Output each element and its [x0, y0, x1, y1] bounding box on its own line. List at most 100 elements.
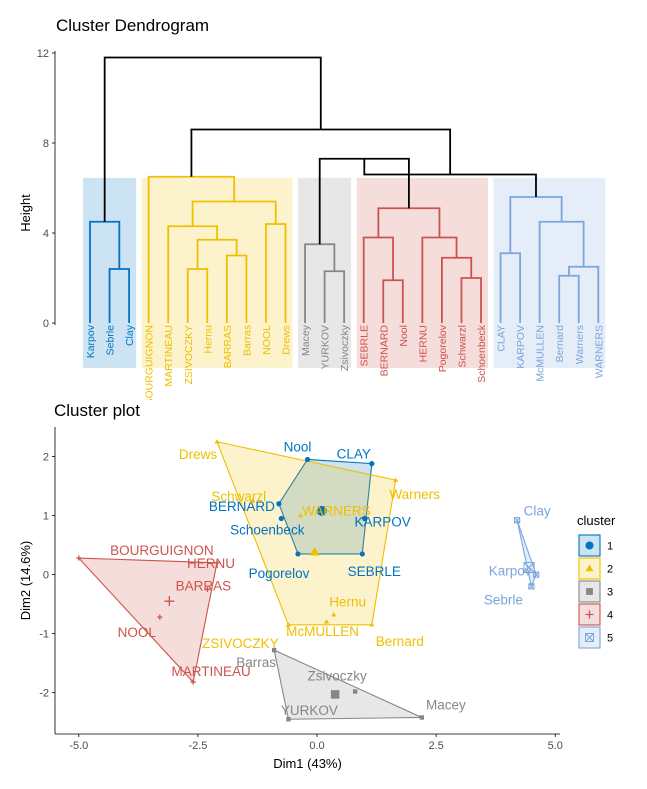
dendrogram-leaf-label-warners: WARNERS — [593, 325, 605, 378]
cluster-1-label-pogorelov: Pogorelov — [249, 566, 310, 581]
scatter-x-tick-label: -5.0 — [69, 740, 88, 752]
cluster-3-label-yurkov: YURKOV — [281, 703, 338, 718]
cluster-3-point-zsivoczky — [352, 689, 358, 694]
dendrogram-y-tick-label: 12 — [37, 48, 49, 60]
dendrogram-leaf-label-hernu: Hernu — [202, 325, 214, 354]
cluster-3-label-barras: Barras — [236, 655, 276, 670]
cluster-2-point-zsivoczky — [285, 622, 292, 627]
cluster-3-point-barras — [271, 647, 277, 653]
cluster-1-point-karpov — [362, 515, 368, 522]
cluster-3-centroid — [330, 690, 340, 699]
cluster-1-label-clay: CLAY — [337, 447, 371, 462]
dendrogram-leaf-label-mcmullen: McMULLEN — [535, 325, 547, 382]
cluster-2-label-bernard: Bernard — [376, 634, 424, 649]
legend-marker-2 — [585, 564, 594, 572]
cluster-1-point-clay — [369, 461, 375, 467]
dendrogram-y-tick-label: 8 — [43, 138, 49, 150]
dendrogram-leaf-label-clay: CLAY — [496, 325, 508, 352]
dendrogram-leaf-label-pogorelov: Pogorelov — [437, 324, 449, 372]
dendrogram-leaf-label-bernard: Bernard — [554, 325, 566, 363]
dendrogram-leaf-label-zsivoczky: Zsivoczky — [339, 324, 351, 371]
cluster-5-label-sebrle: Sebrle — [484, 592, 523, 607]
scatter-y-tick-label: 0 — [43, 570, 49, 582]
legend-marker-3 — [586, 588, 593, 595]
dendrogram-leaf-label-schoenbeck: Schoenbeck — [476, 324, 488, 383]
dendrogram-y-axis-label: Height — [18, 194, 33, 232]
scatter-y-tick-label: 1 — [43, 511, 49, 523]
cluster-5-label-karpov: Karpov — [489, 564, 532, 579]
dendrogram-branch-r3 — [190, 128, 452, 177]
dendrogram-leaf-label-karpov: KARPOV — [515, 325, 527, 369]
cluster-4-point-nool — [157, 614, 163, 620]
legend-marker-5 — [585, 633, 594, 642]
dendrogram-leaf-label-bernard: BERNARD — [378, 325, 390, 377]
cluster-2-point-warners — [297, 512, 303, 518]
dendrogram-leaf-label-zsivoczky: ZSIVOCZKY — [183, 325, 195, 385]
dendrogram-leaf-label-barras: Barras — [241, 325, 253, 356]
scatter-y-tick-label: -1 — [39, 629, 49, 641]
cluster-2-label-hernu: Hernu — [329, 595, 366, 610]
cluster-1-point-sebrle — [359, 551, 365, 557]
cluster-2-point-bernard — [369, 622, 375, 627]
cluster-5-point-clay — [514, 517, 521, 524]
dendrogram-y-tick-label: 4 — [43, 228, 49, 240]
cluster-1-label-nool: Nool — [284, 439, 312, 454]
dendrogram-branch-root — [103, 56, 322, 222]
dendrogram-leaf-label-drews: Drews — [281, 325, 293, 355]
cluster-3-point-yurkov — [286, 717, 291, 722]
dendrogram-cluster-2-rect — [141, 177, 293, 368]
cluster-1-label-sebrle: SEBRLE — [348, 564, 401, 579]
dendrogram-chart: 0 4 8 12 Height Karpov Sebrle Clay BOURGUIGNON MA… — [18, 48, 606, 400]
scatter-x-tick-label: -2.5 — [188, 740, 207, 752]
cluster-4-label-barras: BARRAS — [176, 578, 232, 593]
cluster-1-point-nool — [304, 456, 311, 463]
cluster-2-point-hernu — [331, 612, 337, 617]
scatter-y-axis-label: Dim2 (14.6%) — [18, 541, 33, 620]
cluster-4-point-bourguignon — [76, 555, 82, 561]
dendrogram-leaf-label-nool: Nool — [398, 325, 410, 347]
scatter-y-tick-label: 2 — [43, 452, 49, 464]
cluster-2-label-mcmullen: McMULLEN — [286, 624, 359, 639]
scatter-x-tick-label: 2.5 — [428, 740, 443, 752]
cluster-4-label-bourguignon: BOURGUIGNON — [110, 543, 214, 558]
dendrogram-y-tick-label: 0 — [43, 318, 49, 330]
scatter-x-tick-label: 0.0 — [309, 740, 324, 752]
cluster-1-hull — [278, 458, 373, 555]
cluster-1-point-schoenbeck — [278, 515, 284, 522]
dendrogram-leaf-label-clay: Clay — [124, 324, 136, 346]
legend-label-2: 2 — [607, 564, 613, 576]
cluster-5-centroid — [523, 562, 535, 574]
scatter-x-tick-label: 5.0 — [548, 740, 563, 752]
cluster-4-label-hernu: HERNU — [187, 556, 235, 571]
dendrogram-leaf-label-sebrle: SEBRLE — [359, 325, 371, 366]
legend-label-1: 1 — [607, 541, 613, 553]
cluster-plot-title: Cluster plot — [54, 401, 140, 420]
dendrogram-leaf-label-karpov: Karpov — [85, 324, 97, 358]
cluster-1-label-schoenbeck: Schoenbeck — [230, 523, 305, 538]
dendrogram-leaf-label-sebrle: Sebrle — [105, 325, 117, 356]
scatter-x-axis-label: Dim1 (43%) — [273, 756, 342, 771]
dendrogram-title: Cluster Dendrogram — [56, 16, 210, 35]
cluster-5-label-clay: Clay — [524, 503, 551, 518]
dendrogram-leaf-label-schwarzl: Schwarzl — [456, 325, 468, 368]
cluster-2-point-schwarzl — [250, 498, 256, 503]
cluster-4-point-hernu — [214, 560, 220, 566]
legend-label-4: 4 — [607, 610, 613, 622]
dendrogram-cluster-5-rect — [493, 177, 606, 368]
legend-title: cluster — [577, 513, 616, 528]
cluster-2-centroid — [309, 547, 320, 556]
cluster-2-label-schwarzl: Schwarzl — [211, 489, 266, 504]
cluster-2-point-warners — [393, 477, 399, 482]
legend-label-5: 5 — [607, 633, 613, 645]
dendrogram-leaf-label-hernu: HERNU — [417, 325, 429, 362]
cluster-3-hull — [273, 649, 423, 720]
cluster-2-label-warners: WARNERS — [302, 504, 371, 519]
cluster-3-point-macey — [419, 715, 425, 720]
cluster-1-centroid — [316, 505, 327, 516]
dendrogram-leaf-label-warners: Warners — [574, 325, 586, 364]
cluster-4-hull — [77, 557, 218, 684]
cluster-2-point-mcmullen — [323, 619, 330, 624]
cluster-3-label-macey: Macey — [426, 697, 466, 712]
cluster-4-point-barras — [204, 586, 211, 592]
cluster-3-label-zsivoczky: Zsivoczky — [308, 668, 368, 683]
